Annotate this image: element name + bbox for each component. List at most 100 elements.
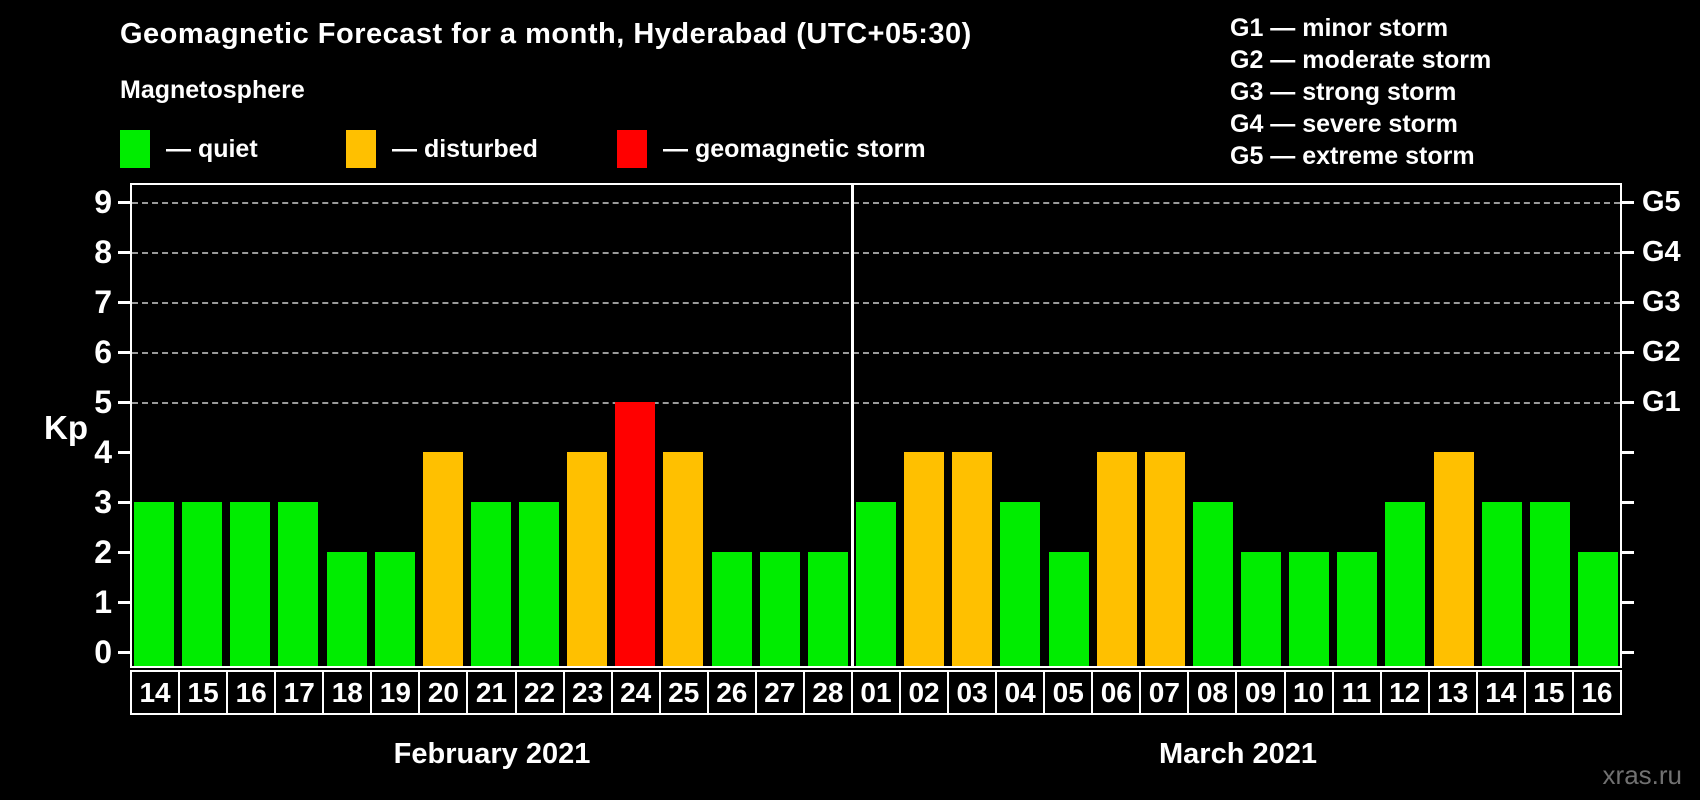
right-axis-tick-2: [1621, 551, 1634, 554]
storm-swatch-icon: [617, 130, 647, 168]
kp-bar-feb-22: [519, 502, 560, 666]
g-legend-line-3: G3 — strong storm: [1230, 78, 1457, 106]
y-axis-label-9: 9: [94, 184, 112, 220]
date-label-mar-12: 12: [1382, 672, 1430, 713]
right-axis-tick-9: [1621, 201, 1634, 204]
y-axis-label-5: 5: [94, 384, 112, 420]
kp-bar-feb-16: [230, 502, 271, 666]
date-label-mar-14: 14: [1478, 672, 1526, 713]
kp-bar-mar-15: [1529, 502, 1570, 666]
watermark: xras.ru: [1602, 760, 1682, 790]
gridline-kp-9: [132, 202, 1620, 204]
month-divider-line: [850, 185, 854, 666]
y-axis-tick-8: [118, 251, 131, 254]
kp-bar-mar-06: [1096, 452, 1137, 666]
right-axis-tick-8: [1621, 251, 1634, 254]
date-label-mar-11: 11: [1334, 672, 1382, 713]
date-label-feb-22: 22: [517, 672, 565, 713]
kp-bar-mar-13: [1433, 452, 1474, 666]
y-axis-title: Kp: [44, 409, 88, 446]
kp-bar-mar-09: [1241, 552, 1282, 666]
right-axis-label-g1: G1: [1642, 386, 1681, 418]
right-axis-tick-6: [1621, 351, 1634, 354]
y-axis-tick-5: [118, 401, 131, 404]
y-axis-tick-0: [118, 651, 131, 654]
kp-bar-feb-24: [615, 402, 656, 666]
kp-bar-feb-21: [470, 502, 511, 666]
chart-title: Geomagnetic Forecast for a month, Hydera…: [120, 18, 972, 50]
y-axis-tick-4: [118, 451, 131, 454]
right-axis-tick-0: [1621, 651, 1634, 654]
kp-bar-feb-15: [182, 502, 223, 666]
right-axis-tick-1: [1621, 601, 1634, 604]
kp-bar-feb-27: [759, 552, 800, 666]
y-axis-label-1: 1: [94, 584, 112, 620]
date-label-mar-01: 01: [853, 672, 901, 713]
date-label-feb-21: 21: [468, 672, 517, 713]
kp-bar-feb-14: [134, 502, 175, 666]
kp-bar-feb-23: [567, 452, 608, 666]
g-legend-line-5: G5 — extreme storm: [1230, 142, 1475, 170]
gridline-kp-5: [132, 402, 1620, 404]
g-legend-line-1: G1 — minor storm: [1230, 14, 1449, 42]
magnetosphere-label: Magnetosphere: [120, 76, 305, 104]
date-label-feb-25: 25: [661, 672, 709, 713]
date-label-feb-19: 19: [372, 672, 421, 713]
legend-item-disturbed: — disturbed: [346, 130, 538, 168]
disturbed-swatch-icon: [346, 130, 376, 168]
kp-bar-mar-01: [856, 502, 896, 666]
date-label-feb-23: 23: [565, 672, 613, 713]
g-legend-line-2: G2 — moderate storm: [1230, 46, 1492, 74]
kp-bar-mar-07: [1144, 452, 1185, 666]
kp-bar-mar-02: [904, 452, 945, 666]
y-axis-tick-9: [118, 201, 131, 204]
kp-bar-mar-08: [1192, 502, 1233, 666]
date-axis-row: 14 15 16 17 18 19 20 21 22 23 24 25 26 27 28 01 02 03 04 05…: [130, 670, 1622, 715]
date-label-feb-15: 15: [180, 672, 229, 713]
kp-bar-feb-26: [711, 552, 752, 666]
kp-bar-feb-19: [374, 552, 415, 666]
y-axis-label-2: 2: [94, 534, 112, 570]
kp-bar-feb-18: [326, 552, 367, 666]
g-scale-legend: G1 — minor storm G2 — moderate storm G3 …: [1230, 12, 1491, 172]
date-label-mar-03: 03: [949, 672, 998, 713]
right-axis-label-g4: G4: [1642, 236, 1681, 268]
y-axis-label-6: 6: [94, 334, 112, 370]
date-label-mar-13: 13: [1430, 672, 1478, 713]
kp-bar-feb-25: [663, 452, 704, 666]
legend-item-quiet: — quiet: [120, 130, 258, 168]
kp-bar-feb-20: [422, 452, 463, 666]
kp-bar-feb-17: [278, 502, 319, 666]
kp-bar-mar-03: [952, 452, 993, 666]
right-axis-label-g2: G2: [1642, 336, 1681, 368]
date-label-mar-16: 16: [1581, 676, 1613, 708]
y-axis-tick-2: [118, 551, 131, 554]
quiet-swatch-icon: [120, 130, 150, 168]
kp-bar-mar-11: [1337, 552, 1378, 666]
kp-bar-mar-16: [1577, 552, 1618, 666]
date-label-feb-14: 14: [132, 672, 181, 713]
date-label-mar-10: 10: [1286, 672, 1334, 713]
date-label-mar-08: 08: [1189, 672, 1238, 713]
right-axis-tick-5: [1621, 401, 1634, 404]
legend-label-quiet: — quiet: [166, 134, 258, 163]
y-axis-label-0: 0: [94, 634, 112, 670]
date-label-feb-16: 16: [228, 672, 277, 713]
date-label-feb-28: 28: [805, 672, 853, 713]
month-label-february: February 2021: [393, 738, 591, 770]
date-label-mar-02: 02: [901, 672, 950, 713]
date-label-mar-04: 04: [997, 672, 1046, 713]
month-label-march: March 2021: [1159, 738, 1317, 770]
kp-bar-mar-12: [1385, 502, 1426, 666]
y-axis-label-3: 3: [94, 484, 112, 520]
right-axis-tick-3: [1621, 501, 1634, 504]
date-label-mar-06: 06: [1093, 672, 1142, 713]
y-axis-tick-6: [118, 351, 131, 354]
date-label-feb-24: 24: [613, 672, 661, 713]
date-label-mar-15: 15: [1526, 672, 1574, 713]
date-label-feb-17: 17: [276, 672, 325, 713]
gridline-kp-8: [132, 252, 1620, 254]
gridline-kp-7: [132, 302, 1620, 304]
right-axis-tick-4: [1621, 451, 1634, 454]
y-axis-tick-3: [118, 501, 131, 504]
